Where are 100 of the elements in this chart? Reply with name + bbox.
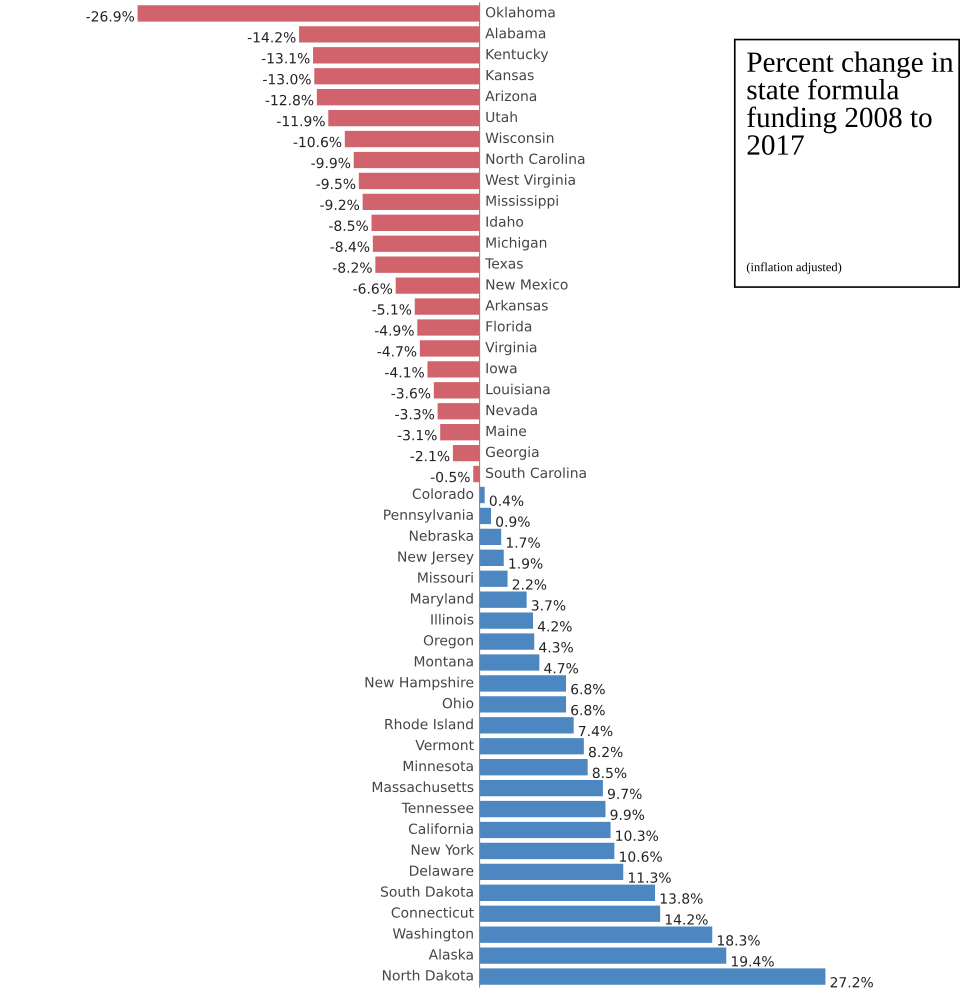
y-tick-label: New Mexico	[486, 278, 568, 290]
data-label: 3.7%	[532, 600, 566, 611]
bar	[420, 340, 480, 357]
data-label: -10.6%	[294, 136, 342, 148]
bar	[480, 508, 492, 524]
bar	[313, 47, 480, 64]
bar	[480, 822, 611, 838]
data-label: -9.5%	[316, 178, 356, 190]
y-tick-label: Vermont	[415, 740, 474, 750]
bar	[434, 382, 480, 398]
y-tick-label: Illinois	[431, 614, 474, 625]
y-tick-label: Kentucky	[486, 48, 548, 62]
data-label: -13.0%	[263, 74, 311, 84]
bar	[480, 612, 533, 629]
y-tick-label: Georgia	[486, 446, 538, 460]
y-tick-label: Mississippi	[486, 195, 558, 209]
bar	[480, 654, 540, 671]
y-tick-label: Nevada	[486, 404, 537, 416]
data-label: -5.1%	[372, 304, 412, 315]
y-tick-label: New Hampshire	[366, 676, 474, 690]
data-label: -3.3%	[395, 408, 434, 420]
y-tick-label: Florida	[486, 320, 532, 332]
bar	[452, 444, 480, 462]
bar	[480, 550, 504, 566]
data-label: -8.5%	[329, 220, 368, 232]
y-tick-label: Texas	[485, 258, 523, 269]
data-label: 6.8%	[571, 684, 605, 694]
data-label: -8.2%	[332, 262, 372, 273]
data-label: 2.2%	[512, 579, 546, 590]
data-label: 18.3%	[718, 935, 760, 946]
y-tick-label: West Virginia	[486, 174, 575, 188]
data-label: -13.1%	[262, 53, 310, 64]
data-label: -11.9%	[277, 116, 325, 126]
bar	[480, 926, 712, 943]
y-tick-label: Massachusetts	[372, 781, 474, 792]
data-label: 10.6%	[620, 851, 662, 862]
bar	[372, 236, 480, 252]
bar	[480, 717, 574, 734]
bar	[480, 759, 588, 776]
bar	[480, 947, 726, 964]
y-tick-label: New Jersey	[398, 552, 474, 565]
bar	[480, 570, 508, 587]
data-label: 9.7%	[608, 788, 642, 800]
data-label: -14.2%	[248, 32, 296, 43]
data-label: -8.4%	[330, 241, 370, 252]
data-label: -2.1%	[410, 450, 450, 462]
bar	[473, 466, 480, 482]
y-tick-label: North Dakota	[382, 970, 473, 981]
data-label: 4.2%	[538, 621, 572, 632]
data-label: -26.9%	[86, 11, 134, 22]
y-tick-label: Arizona	[485, 90, 536, 102]
y-tick-label: Oklahoma	[486, 6, 555, 18]
data-label: 0.9%	[496, 516, 530, 527]
bar	[480, 842, 614, 860]
y-tick-label: Virginia	[485, 342, 536, 356]
data-label: 11.3%	[628, 872, 671, 883]
y-tick-label: Connecticut	[392, 907, 474, 918]
data-label: 10.3%	[616, 830, 658, 841]
data-label: 14.2%	[666, 914, 708, 925]
data-label: 8.2%	[588, 746, 623, 758]
data-label: -9.9%	[311, 158, 350, 168]
bar	[480, 864, 624, 880]
data-label: -3.1%	[398, 430, 437, 440]
data-label: -3.6%	[391, 388, 430, 399]
bar	[480, 800, 606, 818]
bar	[480, 906, 660, 922]
data-label: 19.4%	[732, 956, 774, 967]
bar	[440, 424, 480, 440]
data-label: -9.2%	[320, 200, 360, 210]
bar	[414, 298, 480, 315]
data-label: 13.8%	[660, 893, 703, 904]
data-label: -4.1%	[385, 367, 424, 378]
y-tick-label: Nebraska	[410, 530, 473, 541]
data-label: -4.9%	[374, 325, 414, 336]
y-tick-label: Pennsylvania	[384, 509, 473, 523]
y-tick-label: Wisconsin	[486, 132, 554, 144]
bar	[362, 194, 480, 210]
bar	[344, 130, 480, 148]
data-label: 1.9%	[509, 558, 542, 569]
data-label: 8.5%	[592, 768, 626, 778]
data-label: 7.4%	[578, 726, 612, 736]
bar	[314, 68, 480, 84]
y-tick-label: Colorado	[412, 488, 474, 500]
bar	[417, 319, 480, 336]
y-tick-label: North Carolina	[486, 153, 584, 164]
data-label: 27.2%	[830, 977, 873, 988]
y-tick-label: Kansas	[486, 70, 534, 80]
data-label: -12.8%	[266, 94, 314, 106]
bar	[480, 968, 826, 985]
y-tick-label: Delaware	[410, 865, 474, 876]
bar	[480, 528, 502, 546]
y-tick-label: Iowa	[486, 363, 516, 374]
y-tick-label: Idaho	[486, 216, 524, 227]
text: (inflation adjusted)	[746, 262, 842, 274]
data-label: 6.8%	[571, 704, 605, 716]
y-tick-label: Alaska	[428, 948, 473, 960]
bar	[480, 884, 656, 901]
bar	[480, 592, 527, 608]
y-tick-label: California	[408, 823, 473, 834]
y-tick-label: Washington	[392, 928, 473, 942]
